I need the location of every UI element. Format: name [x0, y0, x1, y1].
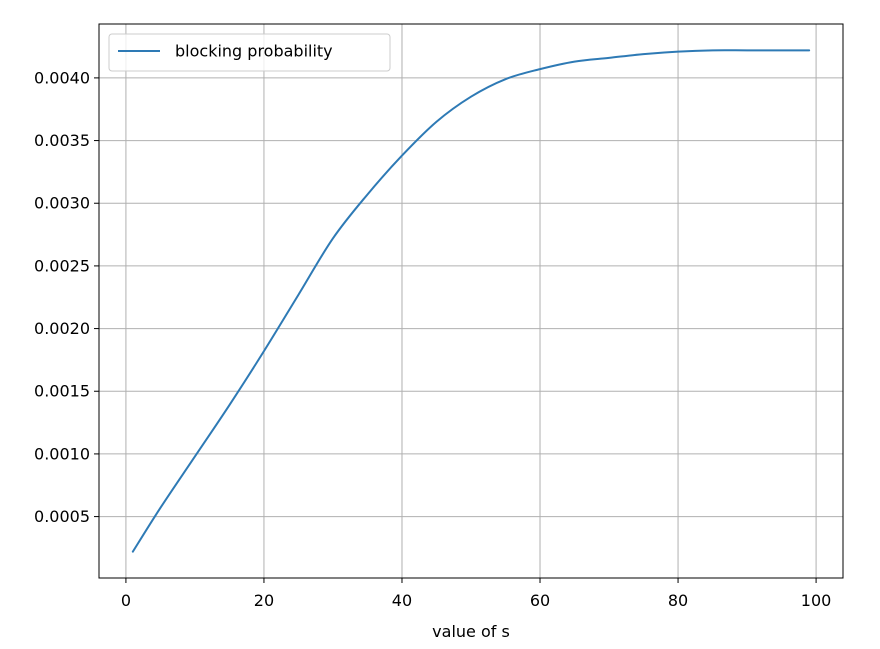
plot-area-frame — [98, 23, 844, 579]
grid-lines — [99, 24, 843, 578]
x-axis: 0 20 40 60 80 100 — [121, 578, 832, 610]
x-tick-label: 100 — [801, 591, 832, 610]
y-tick-label: 0.0005 — [34, 507, 90, 526]
y-axis: 0.0005 0.0010 0.0015 0.0020 0.0025 0.0030 0.00… — [34, 68, 99, 526]
series-lines — [131, 49, 811, 553]
legend-box — [108, 33, 391, 72]
y-tick-label: 0.0015 — [34, 382, 90, 401]
legend: blocking probability — [108, 33, 391, 72]
x-tick-label: 0 — [121, 591, 131, 610]
x-tick-label: 60 — [530, 591, 550, 610]
y-tick-label: 0.0020 — [34, 319, 90, 338]
legend-label: blocking probability — [175, 42, 333, 61]
x-tick-label: 80 — [668, 591, 688, 610]
x-tick-label: 40 — [392, 591, 412, 610]
x-tick-label: 20 — [254, 591, 274, 610]
series-line-0 — [131, 49, 811, 553]
y-tick-label: 0.0030 — [34, 194, 90, 213]
y-tick-label: 0.0025 — [34, 256, 90, 275]
x-axis-label: value of s — [432, 622, 510, 641]
y-tick-label: 0.0040 — [34, 68, 90, 87]
y-tick-label: 0.0010 — [34, 444, 90, 463]
y-tick-label: 0.0035 — [34, 131, 90, 150]
